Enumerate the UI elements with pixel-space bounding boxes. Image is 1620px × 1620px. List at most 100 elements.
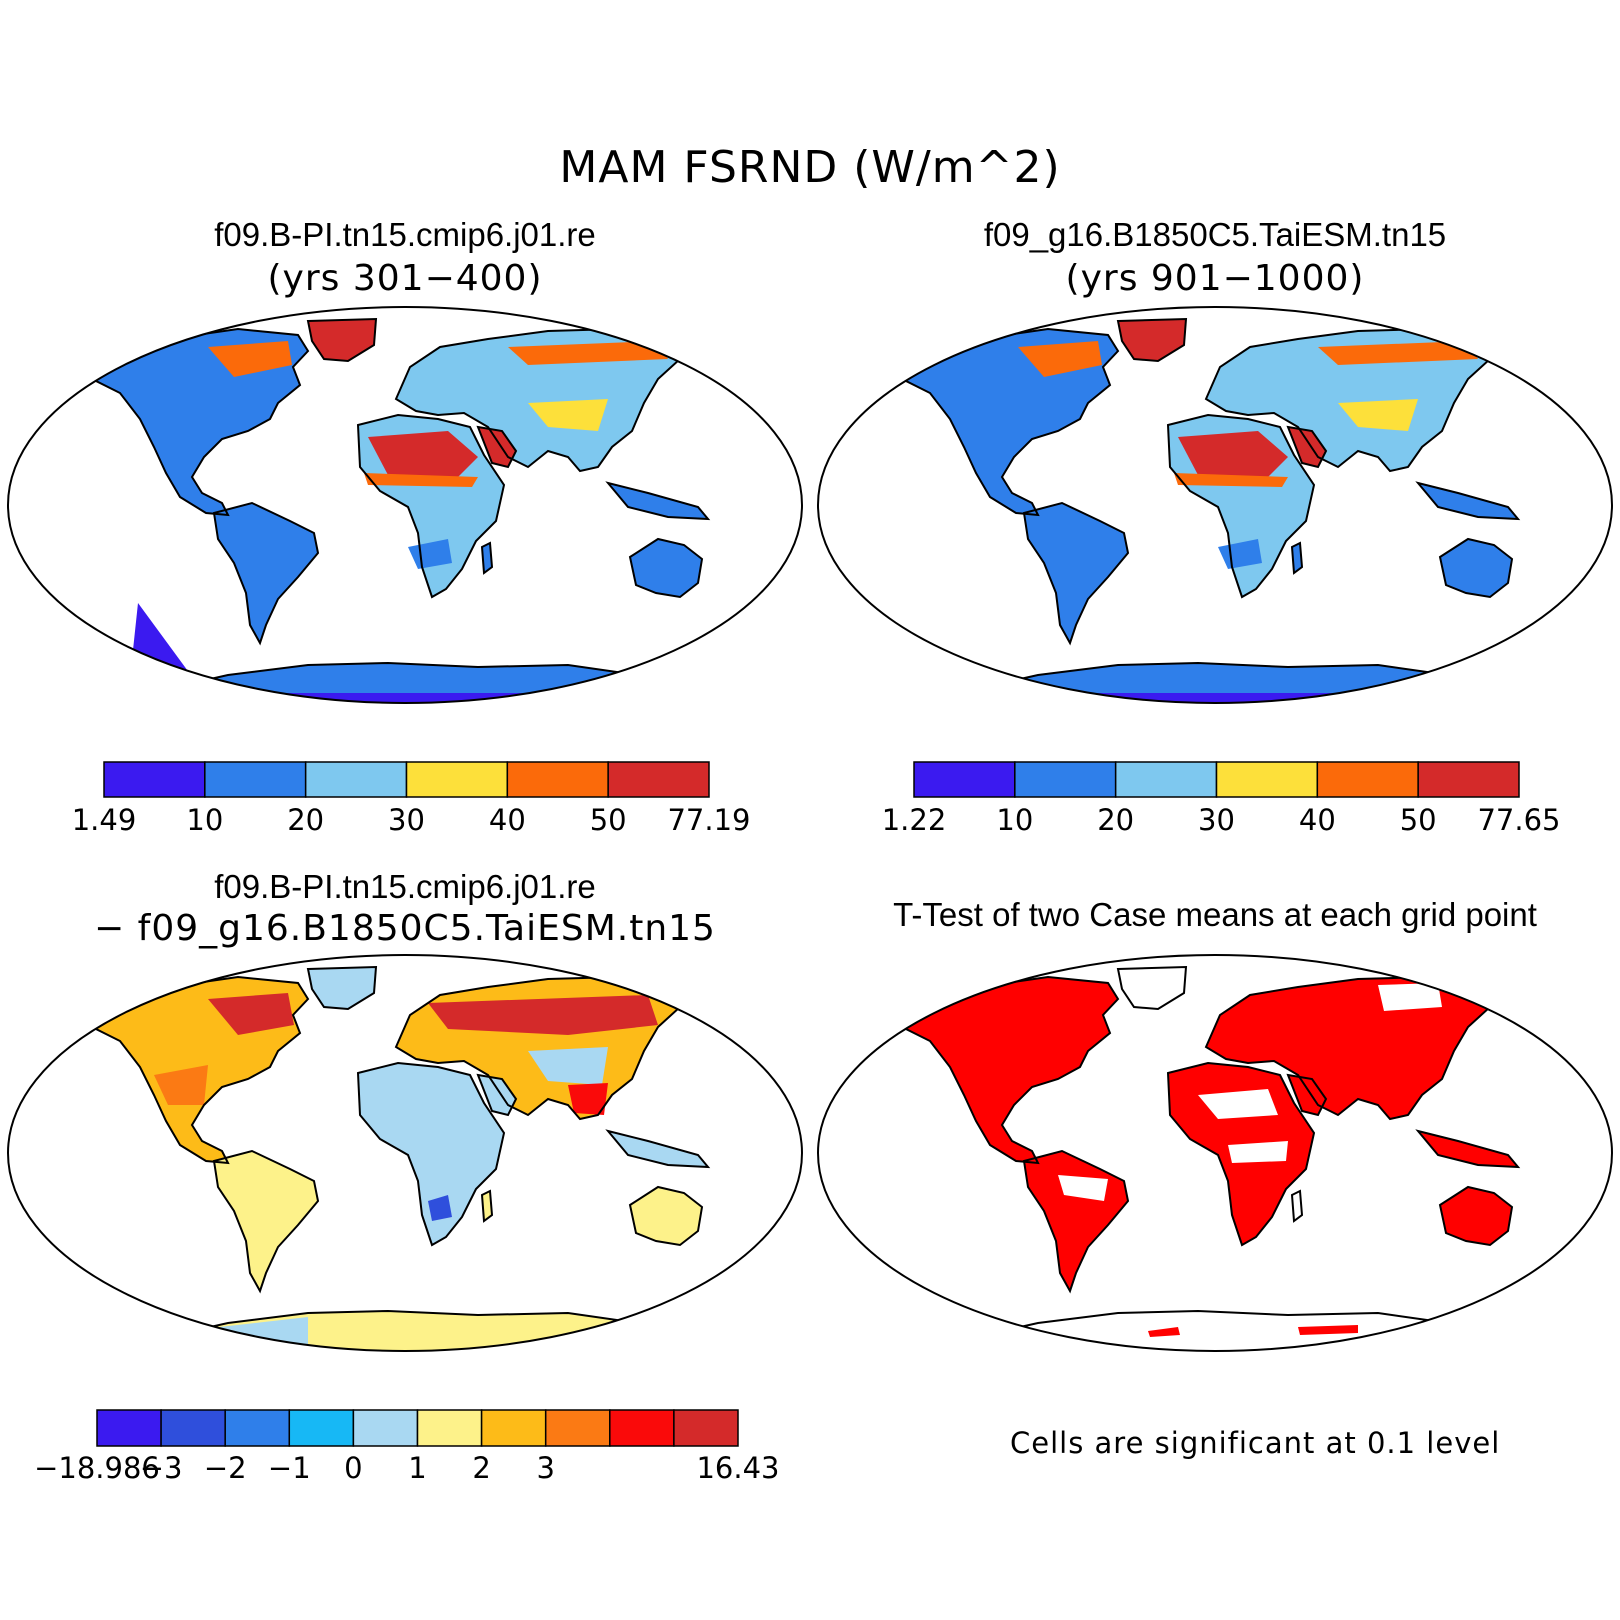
colorbar-tick-label: 2 bbox=[472, 1451, 490, 1485]
coastline-antarctica bbox=[956, 661, 1501, 703]
coastline-arabia bbox=[476, 425, 518, 469]
continent-arabia bbox=[478, 1075, 516, 1115]
land-layer bbox=[900, 317, 1521, 703]
colorbar-tick-label: 1.22 bbox=[882, 803, 947, 837]
coastline-arabia bbox=[1286, 425, 1328, 469]
continent-arabia bbox=[1288, 1075, 1326, 1115]
field-region-3 bbox=[528, 1047, 608, 1085]
coastline-australia bbox=[628, 1185, 704, 1247]
coastline-arabia bbox=[1286, 1073, 1328, 1117]
field-region-6 bbox=[428, 1195, 452, 1221]
map-panel-1 bbox=[8, 307, 802, 703]
continent-north-america bbox=[902, 329, 1118, 515]
panel-1-subtitle: (yrs 301−400) bbox=[267, 258, 543, 299]
coastline-greenland bbox=[1116, 317, 1188, 363]
colorbar-tick-label: 16.43 bbox=[696, 1451, 779, 1485]
field-region-2 bbox=[364, 473, 478, 487]
colorbar-swatch bbox=[673, 1409, 739, 1447]
continent-europe-asia bbox=[1206, 977, 1490, 1119]
colorbar-swatch bbox=[1417, 761, 1520, 798]
map-panel-4 bbox=[818, 955, 1612, 1351]
field-region-1 bbox=[368, 431, 478, 477]
colorbar-1: 1.49 10 20 30 40 50 77.19 bbox=[72, 761, 751, 837]
colorbar-swatch bbox=[416, 1409, 483, 1447]
colorbar-swatch bbox=[405, 761, 509, 798]
coastline-madagascar bbox=[1290, 1189, 1304, 1223]
map-panel-3 bbox=[8, 955, 802, 1351]
field-region-1 bbox=[1198, 1089, 1278, 1119]
panel-2-title: f09_g16.B1850C5.TaiESM.tn15 bbox=[983, 216, 1447, 253]
coastline-africa bbox=[356, 1061, 506, 1247]
coastline-antarctica bbox=[146, 661, 691, 703]
coastline-indonesia bbox=[605, 1129, 711, 1169]
colorbar-swatch bbox=[913, 761, 1016, 798]
colorbar-tick-label: 10 bbox=[186, 803, 223, 837]
continent-south-america bbox=[214, 503, 318, 643]
field-region-1 bbox=[208, 993, 294, 1035]
colorbar-tick-label: 20 bbox=[287, 803, 324, 837]
coastline-antarctica bbox=[146, 1309, 691, 1351]
colorbar-swatch bbox=[607, 761, 710, 798]
coastline-indonesia bbox=[1415, 1129, 1521, 1169]
field-region-8 bbox=[128, 693, 688, 703]
continent-greenland bbox=[1118, 967, 1186, 1009]
panel-3-title: f09.B-PI.tn15.cmip6.j01.re bbox=[214, 868, 596, 905]
colorbar-tick-label: 1 bbox=[408, 1451, 426, 1485]
colorbar-swatch bbox=[1215, 761, 1319, 798]
colorbar-tick-label: 50 bbox=[590, 803, 627, 837]
field-region-3 bbox=[1058, 1175, 1108, 1201]
colorbar-tick-label: 20 bbox=[1097, 803, 1134, 837]
colorbar-swatch bbox=[506, 761, 609, 798]
colorbar-tick-label: −1 bbox=[268, 1451, 311, 1485]
coastline-antarctica bbox=[956, 1309, 1501, 1351]
continent-madagascar bbox=[482, 543, 492, 573]
colorbar-tick-label: 3 bbox=[536, 1451, 554, 1485]
colorbar-tick-label: 30 bbox=[1198, 803, 1235, 837]
field-region-5 bbox=[1148, 1327, 1180, 1337]
colorbar-swatch bbox=[224, 1409, 291, 1447]
colorbar-3: −18.986−3 −2 −1 0 1 2 3 16.43 bbox=[34, 1409, 780, 1485]
colorbar-2: 1.22 10 20 30 40 50 77.65 bbox=[882, 761, 1561, 837]
continent-australia bbox=[630, 1187, 702, 1245]
panel-3-subtitle: − f09_g16.B1850C5.TaiESM.tn15 bbox=[94, 908, 716, 949]
colorbar-swatch bbox=[544, 1409, 611, 1447]
land-layer bbox=[900, 965, 1521, 1351]
land-layer bbox=[90, 965, 711, 1351]
coastline-greenland bbox=[306, 317, 378, 363]
coastline-madagascar bbox=[480, 1189, 494, 1223]
field-region-2 bbox=[428, 995, 658, 1035]
continent-indonesia bbox=[1418, 1131, 1518, 1167]
colorbar-swatch bbox=[103, 761, 206, 798]
continent-north-america bbox=[92, 329, 308, 515]
coastline-north-america bbox=[90, 327, 310, 517]
coastline-north-america bbox=[900, 327, 1120, 517]
continent-australia bbox=[1440, 1187, 1512, 1245]
coastline-north-america bbox=[90, 975, 310, 1165]
field-region-7 bbox=[938, 693, 1498, 703]
map-panel-2 bbox=[818, 307, 1612, 703]
continent-arabia bbox=[478, 427, 516, 467]
coastline-greenland bbox=[1116, 965, 1188, 1011]
field-region-4 bbox=[154, 1065, 208, 1105]
panel-4-title: T-Test of two Case means at each grid po… bbox=[893, 896, 1537, 933]
coastline-greenland bbox=[306, 965, 378, 1011]
coastline-africa bbox=[356, 413, 506, 599]
continent-madagascar bbox=[1292, 543, 1302, 573]
coastline-europe-asia bbox=[394, 327, 682, 473]
field-region-3 bbox=[1018, 341, 1102, 377]
continent-africa bbox=[358, 1063, 504, 1245]
field-region-4 bbox=[1228, 1141, 1288, 1163]
panel-1-title: f09.B-PI.tn15.cmip6.j01.re bbox=[214, 216, 596, 253]
coastline-madagascar bbox=[480, 541, 494, 575]
colorbar-tick-label: −3 bbox=[140, 1451, 183, 1485]
coastline-south-america bbox=[212, 1149, 320, 1294]
continent-australia bbox=[1440, 539, 1512, 597]
continent-greenland bbox=[1118, 319, 1186, 361]
colorbar-swatch bbox=[609, 1409, 675, 1447]
coastline-arabia bbox=[476, 1073, 518, 1117]
coastline-indonesia bbox=[1415, 481, 1521, 521]
continent-greenland bbox=[308, 319, 376, 361]
map-border bbox=[817, 954, 1613, 1352]
colorbar-swatch bbox=[352, 1409, 419, 1447]
coastline-australia bbox=[1438, 1185, 1514, 1247]
